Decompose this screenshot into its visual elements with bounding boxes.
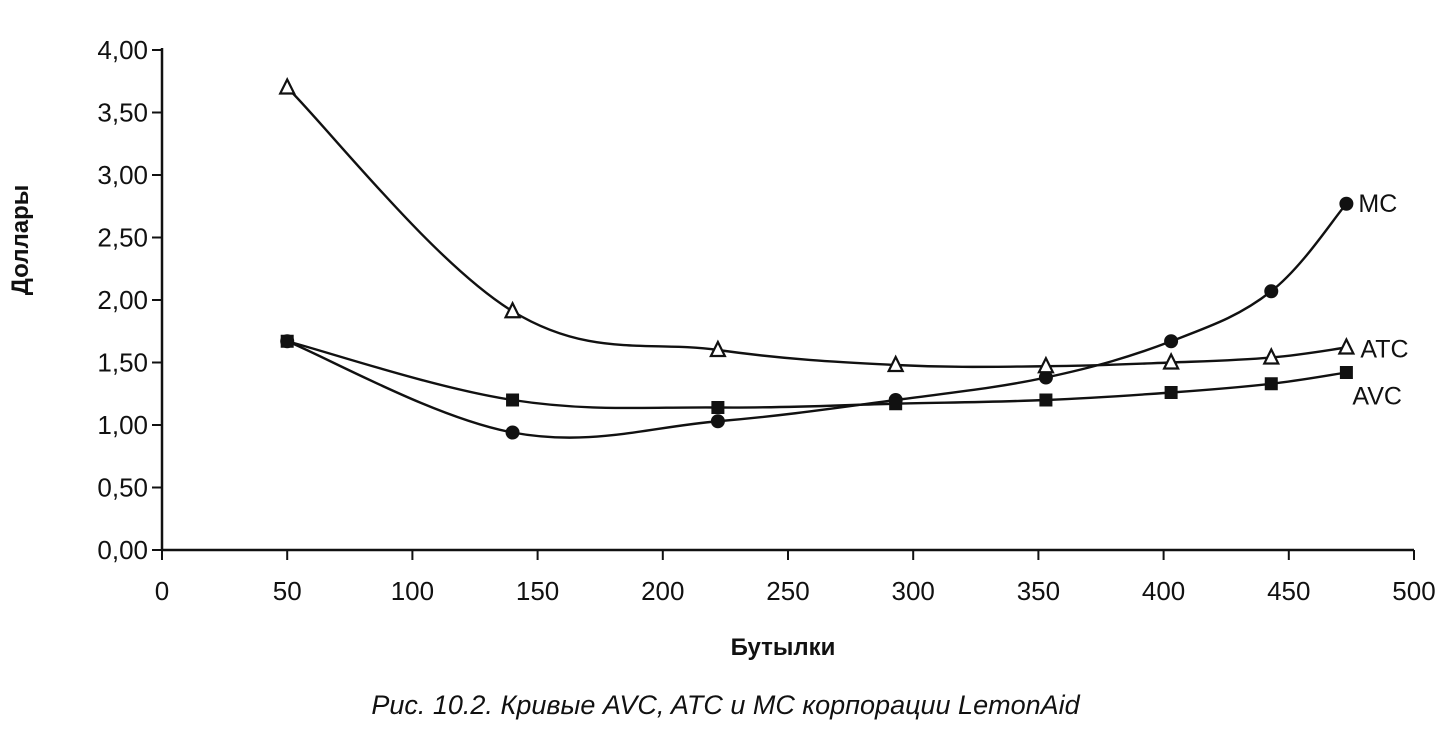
atc-point (1337, 337, 1356, 355)
y-tick-label: 2,00 (97, 285, 148, 315)
y-tick-label: 3,00 (97, 160, 148, 190)
series-label-mc: MC (1358, 190, 1397, 218)
y-tick-label: 2,50 (97, 223, 148, 253)
avc-point (506, 393, 520, 407)
series-line-avc (286, 340, 1347, 410)
figure-caption: Рис. 10.2. Кривые AVC, ATC и MC корпорац… (371, 690, 1080, 720)
x-tick-label: 100 (391, 576, 434, 606)
avc-point (1039, 393, 1053, 407)
y-axis-title: Доллары (7, 185, 34, 295)
avc-point (1164, 386, 1178, 399)
x-tick-label: 150 (516, 576, 559, 606)
y-tick-label: 1,00 (97, 410, 148, 440)
x-tick-label: 250 (766, 576, 809, 606)
atc-point (886, 354, 905, 373)
mc-point (1038, 370, 1053, 385)
mc-point (710, 414, 725, 429)
x-tick-label: 200 (641, 576, 684, 606)
series-atc: ATC (278, 77, 1409, 374)
atc-point (1037, 355, 1055, 374)
mc-point (1264, 284, 1279, 299)
chart: 0,00 0,50 1,00 1,50 2,00 2,50 3,00 3,50 4,00 0 50 1… (7, 35, 1436, 661)
atc-point (503, 300, 522, 319)
avc-point (711, 401, 725, 414)
mc-point (1164, 334, 1179, 349)
x-tick-label: 0 (155, 576, 169, 606)
axes: 0,00 0,50 1,00 1,50 2,00 2,50 3,00 3,50 4,00 0 50 1… (97, 35, 1435, 606)
avc-point (889, 397, 903, 411)
x-tick-label: 50 (273, 576, 302, 606)
series-avc: AVC (280, 334, 1402, 414)
atc-point (1162, 352, 1180, 370)
series-line-mc (286, 202, 1348, 439)
x-tick-label: 500 (1392, 576, 1435, 606)
mc-point (1339, 196, 1354, 211)
y-tick-label: 1,50 (97, 348, 148, 378)
mc-point (505, 425, 520, 440)
x-axis-title: Бутылки (731, 634, 836, 661)
x-tick-label: 450 (1267, 576, 1310, 606)
x-tick-label: 400 (1142, 576, 1185, 606)
y-tick-label: 4,00 (97, 35, 148, 65)
atc-point (709, 339, 727, 358)
series-mc: MC (280, 190, 1397, 440)
y-tick-label: 0,50 (97, 473, 148, 503)
y-tick-label: 3,50 (97, 98, 148, 128)
series-layer: MC ATC AVC (278, 77, 1409, 440)
x-tick-label: 350 (1017, 576, 1060, 606)
avc-point (1339, 366, 1353, 379)
atc-point (278, 77, 296, 95)
series-line-atc (286, 86, 1347, 369)
avc-point (1264, 377, 1278, 391)
y-tick-label: 0,00 (97, 535, 148, 565)
series-label-atc: ATC (1360, 336, 1408, 364)
series-label-avc: AVC (1352, 383, 1402, 411)
avc-point (280, 334, 294, 348)
atc-point (1262, 347, 1281, 365)
x-tick-label: 300 (892, 576, 935, 606)
